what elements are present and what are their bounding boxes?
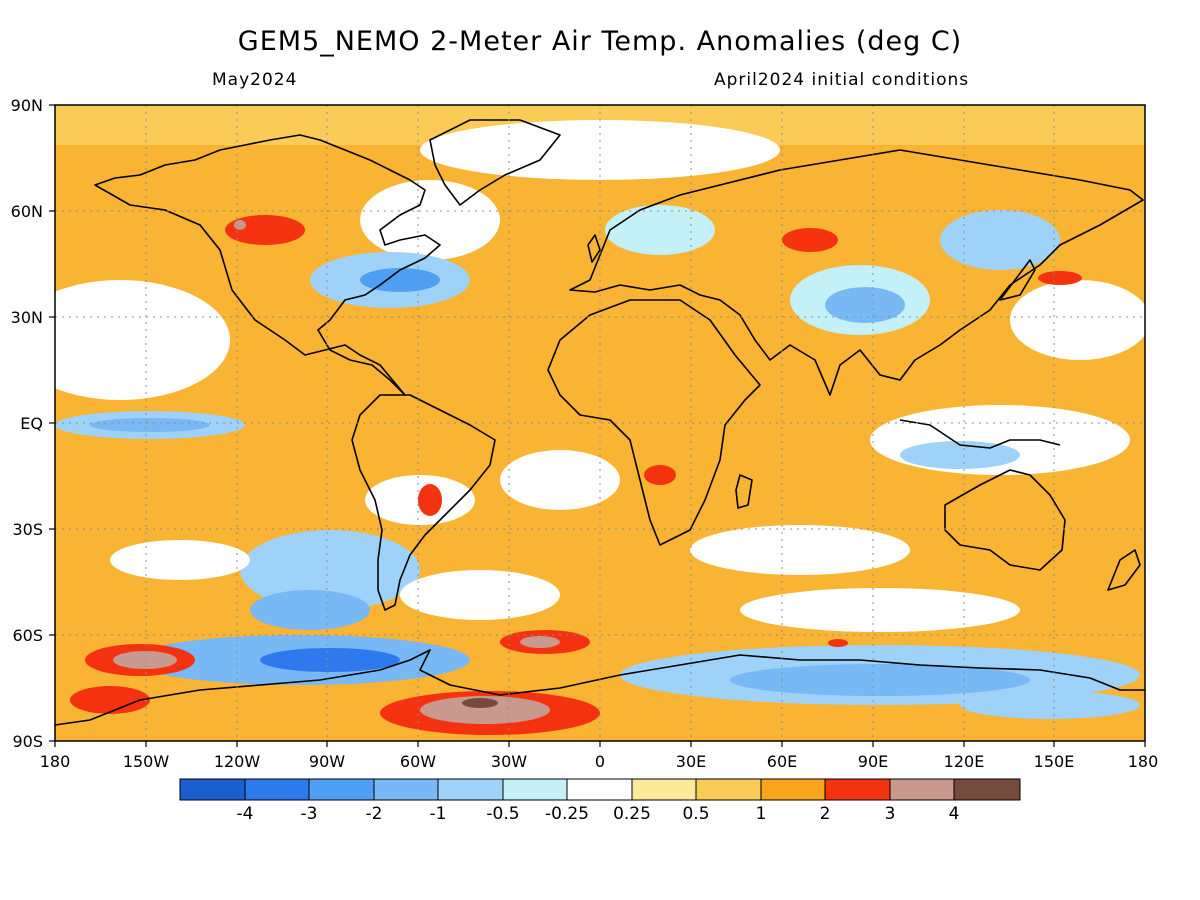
colorbar-swatch: [953, 778, 1021, 801]
colorbar-swatch: [631, 778, 697, 801]
colorbar-label: -0.5: [486, 804, 519, 824]
colorbar-swatch: [889, 778, 955, 801]
anomaly-patch: [730, 664, 1030, 696]
colorbar-swatch: [244, 778, 310, 801]
colorbar-label: 2: [820, 804, 831, 824]
colorbar-swatch: [437, 778, 504, 801]
colorbar-swatch: [308, 778, 375, 801]
lon-label: 0: [595, 752, 605, 771]
anomaly-patch: [828, 639, 848, 647]
lon-label: 60E: [767, 752, 797, 771]
anomaly-patch: [234, 220, 246, 230]
colorbar-swatch: [695, 778, 762, 801]
lon-label: 30E: [676, 752, 706, 771]
anomaly-patch: [420, 696, 550, 724]
colorbar-label: -3: [301, 804, 318, 824]
lat-label: EQ: [20, 414, 43, 433]
lat-label: 30N: [11, 308, 43, 327]
anomaly-patch: [940, 210, 1060, 270]
anomaly-patch: [225, 215, 305, 245]
lat-label: 60N: [11, 202, 43, 221]
coastlines: [55, 119, 1145, 726]
colorbar-swatch: [179, 778, 246, 801]
longitude-labels: 180 150W 120W 90W 60W 30W 0 30E 60E 90E …: [40, 752, 1159, 771]
colorbar-label: -4: [237, 804, 254, 824]
lon-label: 150E: [1034, 752, 1075, 771]
colorbar-label: 0.5: [682, 804, 709, 824]
anomaly-patch: [462, 698, 498, 708]
lon-label: 180: [40, 752, 71, 771]
colorbar-swatch: [502, 778, 568, 801]
map-title: GEM5_NEMO 2-Meter Air Temp. Anomalies (d…: [237, 26, 963, 57]
anomaly-patch: [825, 287, 905, 323]
anomaly-patch: [960, 691, 1140, 719]
lat-label: 30S: [12, 520, 43, 539]
init-conditions-label: April2024 initial conditions: [714, 70, 970, 90]
colorbar-label: 1: [756, 804, 767, 824]
colorbar-label: 4: [949, 804, 960, 824]
colorbar: -4 -3 -2 -1 -0.5 -0.25 0.25 0.5 1 2 3 4: [179, 778, 1021, 824]
anomaly-patch: [360, 268, 440, 292]
lon-label: 120W: [214, 752, 261, 771]
lon-label: 90W: [309, 752, 345, 771]
lon-label: 90E: [858, 752, 888, 771]
anomaly-patch: [605, 205, 715, 255]
anomaly-patch: [55, 280, 230, 400]
axis-ticks: [49, 104, 1146, 747]
anomaly-patch: [250, 590, 370, 630]
lon-label: 30W: [491, 752, 527, 771]
anomaly-patch: [110, 540, 250, 580]
colorbar-swatch: [373, 778, 439, 801]
lat-label: 90N: [11, 96, 43, 115]
latitude-labels: 90N 60N 30N EQ 30S 60S 90S: [11, 96, 43, 751]
lon-label: 180: [1128, 752, 1159, 771]
lat-label: 60S: [12, 626, 43, 645]
lon-label: 120E: [944, 752, 985, 771]
anomaly-patch: [520, 636, 560, 648]
colorbar-label: 0.25: [613, 804, 651, 824]
lon-label: 150W: [123, 752, 170, 771]
colorbar-label: -2: [366, 804, 383, 824]
colorbar-label: 3: [885, 804, 896, 824]
colorbar-label: -0.25: [545, 804, 589, 824]
anomaly-patch: [240, 530, 420, 610]
anomaly-patch: [360, 180, 500, 260]
anomaly-patch: [90, 418, 210, 432]
lat-label: 90S: [12, 732, 43, 751]
anomaly-patch: [420, 120, 780, 180]
colorbar-swatch: [566, 778, 633, 801]
valid-month-label: May2024: [212, 70, 298, 90]
anomaly-patch: [500, 450, 620, 510]
lon-label: 60W: [400, 752, 436, 771]
colorbar-label: -1: [430, 804, 447, 824]
anomaly-patch: [1010, 280, 1145, 360]
anomaly-patch: [782, 228, 838, 252]
anomaly-patch: [70, 686, 150, 714]
anomaly-patch: [1038, 271, 1082, 285]
anomaly-patch: [418, 484, 442, 516]
anomaly-patch: [690, 525, 910, 575]
gridlines: [55, 105, 1145, 741]
anomaly-patch: [113, 651, 177, 669]
colorbar-swatch: [760, 778, 826, 801]
anomaly-patch: [644, 465, 676, 485]
anomaly-patch: [740, 588, 1020, 632]
anomaly-patch: [400, 570, 560, 620]
anomaly-patch: [260, 648, 400, 672]
colorbar-swatch: [824, 778, 891, 801]
